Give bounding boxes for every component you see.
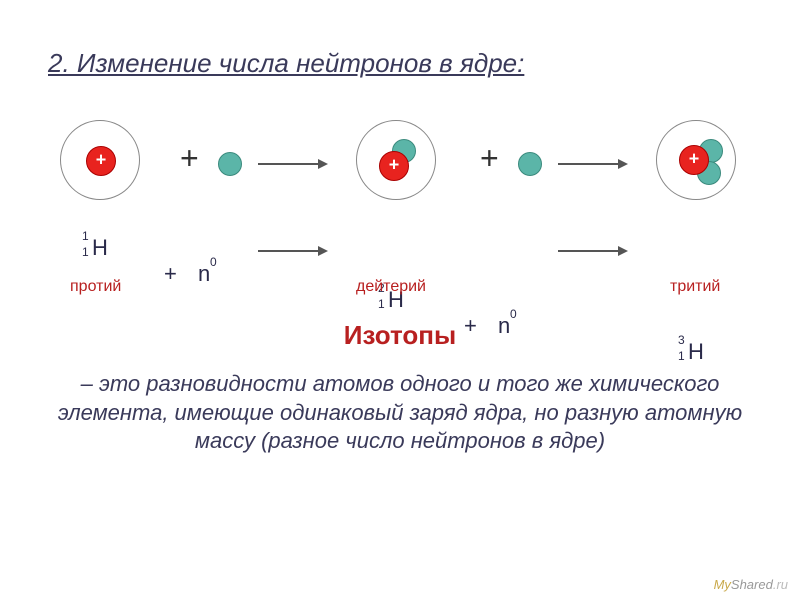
mass-number: 1 (82, 229, 89, 243)
isotope-diagram: + + + + + (40, 120, 760, 210)
watermark: MyShared.ru (714, 577, 788, 592)
arrow-icon (558, 156, 628, 172)
plus-operator: + (164, 261, 177, 287)
atomic-number: 1 (678, 349, 685, 363)
isotope-notation-protium: 1 1 H (82, 235, 800, 261)
isotope-notation-deuterium: 2 1 H (378, 287, 800, 313)
section-title: 2. Изменение числа нейтронов в ядре: (48, 48, 524, 79)
proton-plus-sign: + (96, 149, 107, 170)
isotope-name-tritium: тритий (670, 278, 720, 296)
proton-plus-sign: + (689, 148, 700, 169)
watermark-suffix: .ru (773, 577, 788, 592)
neutron-charge: 0 (510, 307, 517, 321)
neutron-charge: 0 (210, 255, 217, 269)
proton-icon: + (379, 151, 409, 181)
element-symbol: H (92, 235, 108, 260)
watermark-shared: Shared (731, 577, 773, 592)
neutron-icon (518, 152, 542, 176)
isotopes-heading: Изотопы (0, 320, 800, 351)
atom-deuterium: + (356, 120, 436, 200)
arrow-icon (258, 243, 328, 259)
proton-plus-sign: + (389, 154, 400, 175)
atomic-number: 1 (378, 297, 385, 311)
arrow-icon (258, 156, 328, 172)
watermark-my: My (714, 577, 731, 592)
isotope-name-deuterium: дейтерий (356, 278, 426, 296)
neutron-symbol: n (198, 261, 210, 286)
arrow-icon (558, 243, 628, 259)
isotopes-definition: – это разновидности атомов одного и того… (50, 370, 750, 456)
isotope-name-protium: протий (70, 278, 121, 296)
atom-tritium: + (656, 120, 736, 200)
proton-icon: + (679, 145, 709, 175)
neutron-icon (218, 152, 242, 176)
atomic-number: 1 (82, 245, 89, 259)
plus-operator: + (480, 140, 499, 177)
atom-protium: + (60, 120, 140, 200)
proton-icon: + (86, 146, 116, 176)
plus-operator: + (180, 140, 199, 177)
